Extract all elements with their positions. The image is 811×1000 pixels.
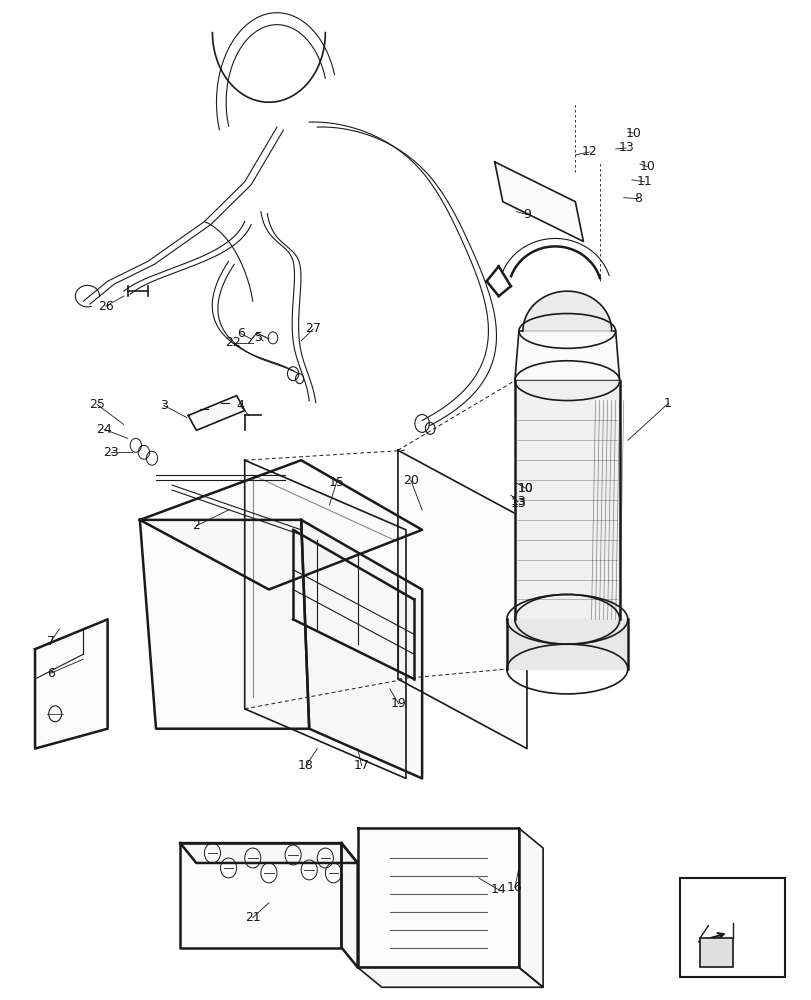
Text: 17: 17 bbox=[354, 759, 369, 772]
Text: 26: 26 bbox=[98, 300, 114, 313]
Text: 20: 20 bbox=[402, 474, 418, 487]
Text: 15: 15 bbox=[328, 476, 344, 489]
Text: 13: 13 bbox=[509, 497, 526, 510]
Text: 3: 3 bbox=[160, 399, 168, 412]
Polygon shape bbox=[139, 520, 309, 729]
Polygon shape bbox=[188, 396, 244, 430]
Text: 4: 4 bbox=[237, 399, 244, 412]
Bar bbox=[700, 938, 732, 967]
Text: 16: 16 bbox=[506, 881, 522, 894]
Text: 6: 6 bbox=[47, 667, 55, 680]
Text: 14: 14 bbox=[491, 883, 506, 896]
Polygon shape bbox=[357, 967, 543, 987]
Text: 12: 12 bbox=[581, 145, 597, 158]
Polygon shape bbox=[35, 619, 108, 749]
Text: 10: 10 bbox=[639, 160, 655, 173]
Text: 10: 10 bbox=[517, 482, 533, 495]
Polygon shape bbox=[341, 843, 357, 967]
Text: 24: 24 bbox=[97, 423, 112, 436]
Text: 7: 7 bbox=[47, 635, 55, 648]
Polygon shape bbox=[518, 828, 543, 987]
Polygon shape bbox=[244, 460, 406, 778]
Polygon shape bbox=[301, 520, 422, 778]
Polygon shape bbox=[357, 828, 518, 967]
Polygon shape bbox=[397, 450, 526, 749]
Text: 10: 10 bbox=[624, 127, 641, 140]
Text: 6: 6 bbox=[238, 327, 245, 340]
Polygon shape bbox=[180, 843, 357, 863]
Text: 2: 2 bbox=[192, 519, 200, 532]
Text: 19: 19 bbox=[390, 697, 406, 710]
Text: 18: 18 bbox=[298, 759, 314, 772]
Bar bbox=[680, 878, 784, 977]
Text: 25: 25 bbox=[89, 398, 105, 411]
Text: 8: 8 bbox=[633, 192, 642, 205]
Polygon shape bbox=[139, 460, 422, 589]
Text: 22: 22 bbox=[225, 336, 240, 349]
Bar bbox=[514, 381, 619, 619]
Text: 13: 13 bbox=[617, 141, 633, 154]
Text: 10: 10 bbox=[517, 482, 533, 495]
Polygon shape bbox=[494, 162, 582, 241]
Text: 5: 5 bbox=[255, 331, 263, 344]
Polygon shape bbox=[180, 843, 341, 948]
Text: 11: 11 bbox=[636, 175, 652, 188]
Polygon shape bbox=[514, 331, 619, 381]
Text: 1: 1 bbox=[663, 397, 672, 410]
Text: 13: 13 bbox=[509, 495, 526, 508]
Text: 27: 27 bbox=[305, 322, 321, 335]
Text: 21: 21 bbox=[245, 911, 260, 924]
Bar bbox=[506, 619, 627, 669]
Text: 9: 9 bbox=[522, 208, 530, 221]
Text: 23: 23 bbox=[103, 446, 118, 459]
